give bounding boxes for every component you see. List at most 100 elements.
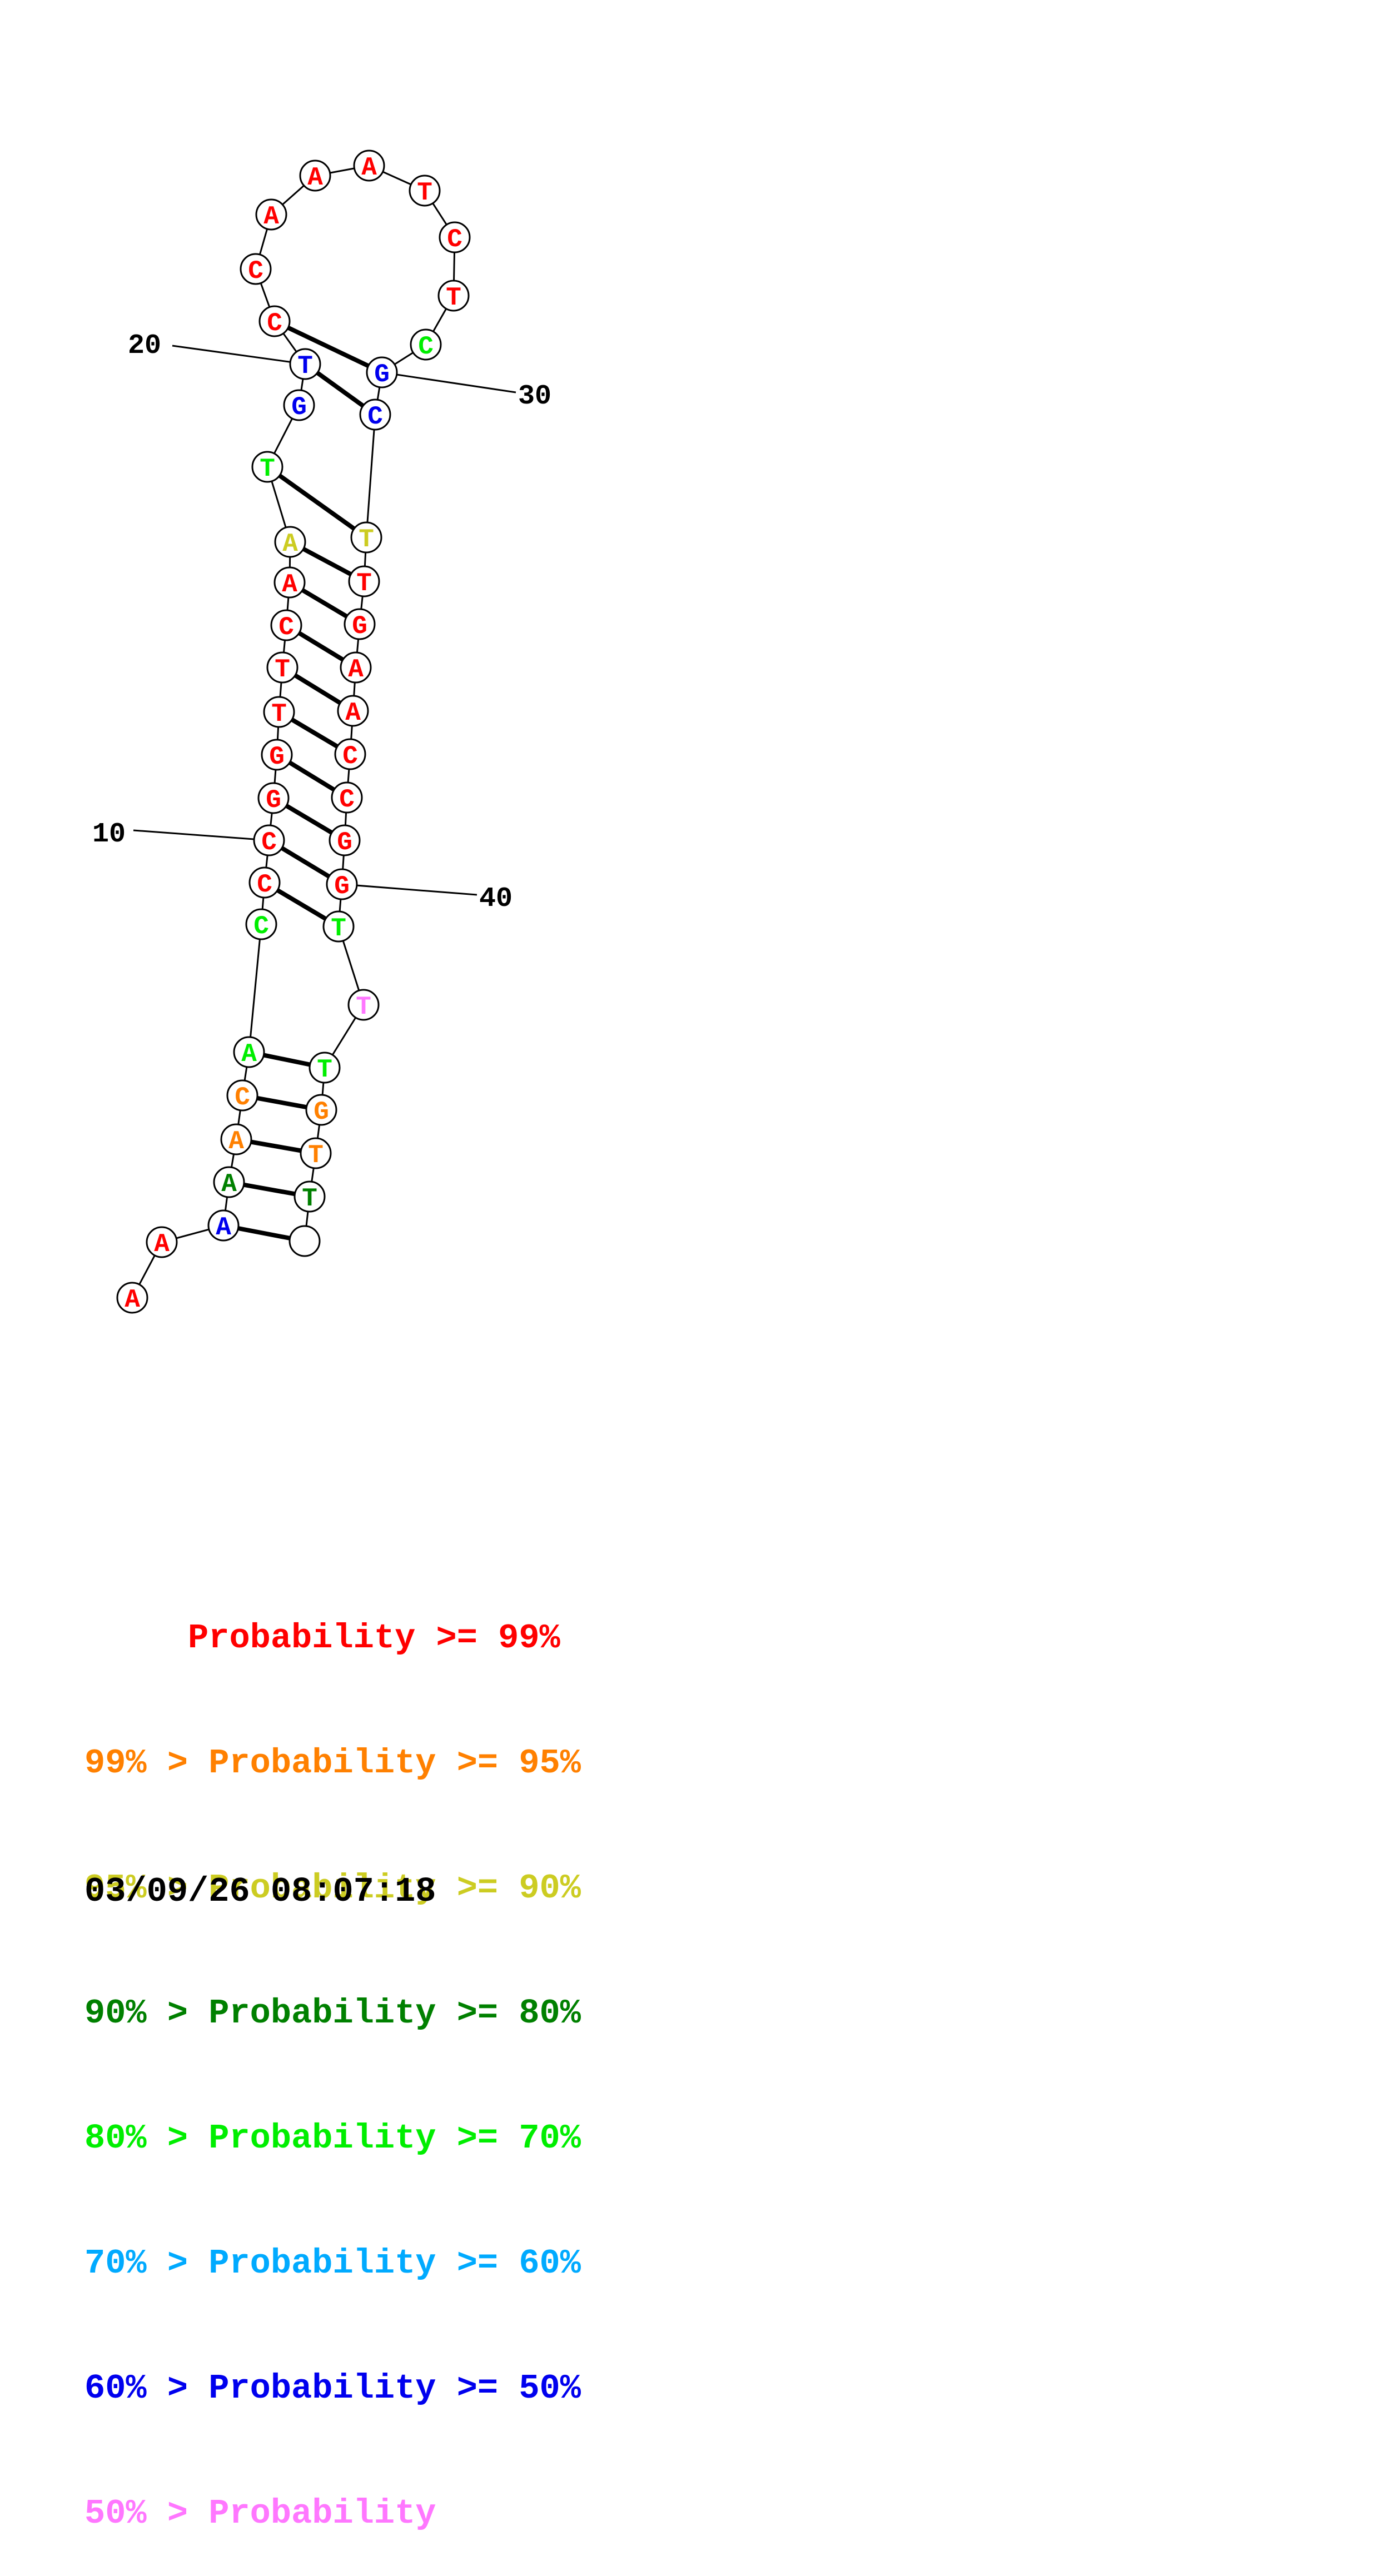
nucleotide-circle [309, 1052, 341, 1084]
position-label: 40 [479, 883, 513, 915]
legend-entry: 99% > Probability >= 95% [84, 1743, 581, 1783]
nucleotide: C [248, 866, 281, 899]
nucleotide-letter: T [417, 178, 432, 207]
nucleotide-circle [266, 651, 299, 684]
nucleotide-letter: C [261, 828, 277, 857]
nucleotide-letter: C [235, 1083, 250, 1112]
nucleotide-letter: A [154, 1230, 170, 1259]
nucleotide-circle [274, 526, 306, 558]
nucleotide: C [258, 305, 291, 338]
nucleotide: T [437, 280, 470, 312]
nucleotide-letter: A [307, 163, 323, 192]
base-pair-line [266, 465, 368, 540]
nucleotide: C [331, 781, 363, 814]
nucleotide-circle [344, 608, 376, 640]
nucleotide-letter: A [361, 153, 377, 182]
nucleotide-letter: T [317, 1055, 332, 1084]
nucleotide-circle [146, 1226, 178, 1258]
nucleotide-letter: T [446, 283, 461, 312]
nucleotide-circle [261, 739, 293, 771]
nucleotide-letter: C [278, 613, 294, 642]
nucleotide-circle [283, 389, 315, 421]
nucleotide-circle [305, 1094, 337, 1126]
nucleotide-circle [273, 566, 306, 599]
nucleotide-letter: G [374, 360, 390, 389]
nucleotide-circle [293, 1180, 326, 1213]
position-label: 20 [128, 330, 161, 362]
nucleotide-letter: T [356, 993, 371, 1022]
nucleotide-letter: C [447, 225, 462, 254]
position-label: 30 [518, 381, 551, 412]
position-labels: 10 20 30 40 [92, 330, 551, 915]
nucleotide-letter: C [339, 785, 355, 814]
nucleotide: T [263, 696, 295, 729]
nucleotide-circle [226, 1079, 258, 1112]
nucleotide-circle [350, 521, 382, 554]
nucleotide-circle [116, 1282, 148, 1314]
backbone-segment [248, 924, 262, 1053]
nucleotide: A [340, 651, 372, 684]
nucleotide: A [353, 150, 385, 182]
nucleotide: T [266, 651, 299, 684]
nucleotide-circle [359, 398, 391, 431]
base-pair-line [273, 319, 383, 375]
position-label-line [172, 345, 306, 365]
nucleotide: T [289, 348, 321, 381]
legend-entry: 50% > Probability [84, 2494, 436, 2533]
nucleotide-circle [366, 356, 398, 388]
nucleotide-circle [255, 198, 287, 231]
nucleotide-letter: C [267, 309, 282, 338]
nucleotide: G [366, 356, 398, 389]
nucleotide: T [347, 989, 380, 1022]
legend-entry: Probability >= 99% [84, 1618, 560, 1658]
nucleotide-letter: T [297, 352, 313, 381]
nucleotide: T [409, 175, 441, 207]
nucleotide-circle [340, 651, 372, 684]
nucleotide-letter: A [282, 570, 297, 599]
nucleotide-circle [245, 908, 277, 940]
nucleotide: T [322, 910, 355, 943]
nucleotide-letter: A [221, 1170, 237, 1199]
nucleotide-circle [240, 253, 272, 285]
nucleotide-letter: T [271, 700, 287, 729]
nucleotide: T [251, 451, 283, 484]
timestamp: 03/09/26 08:07:18 [84, 1872, 436, 1911]
nucleotide: C [245, 908, 277, 941]
nucleotide-letter: A [282, 530, 298, 559]
nucleotide-circle [322, 910, 355, 943]
nucleotide-letter: C [342, 742, 358, 771]
nucleotide-circle [263, 696, 295, 728]
nucleotide: A [213, 1166, 245, 1199]
nucleotide-letter: A [345, 699, 361, 728]
nucleotide-letter: A [216, 1213, 231, 1242]
nucleotide: C [410, 328, 442, 361]
position-label-line [341, 883, 477, 896]
position-label-line [381, 371, 516, 393]
nucleotide-circle [337, 695, 369, 727]
nucleotide: G [305, 1094, 337, 1127]
nucleotide: G [257, 782, 290, 815]
nucleotide-letter: G [266, 786, 281, 815]
nucleotide-letter: G [337, 828, 352, 857]
position-label-line [133, 829, 270, 841]
nucleotide: G [261, 739, 293, 771]
nucleotide: A [255, 198, 287, 231]
nucleotide-letter: G [291, 393, 307, 422]
nucleotide: A [233, 1036, 265, 1069]
nucleotide-letter: G [269, 743, 285, 771]
nucleotide: T [350, 521, 382, 554]
nucleotide: C [439, 221, 471, 254]
nucleotide-circle [253, 824, 285, 856]
nucleotide-circle [439, 221, 471, 253]
nucleotide: C [270, 609, 302, 642]
nucleotide-letter: G [334, 872, 350, 901]
nucleotide: A [299, 160, 331, 192]
nucleotide-letter: G [314, 1098, 329, 1127]
nucleotide: G [326, 868, 358, 901]
nucleotide-letter: T [359, 525, 374, 554]
nucleotide-letter: G [352, 612, 367, 641]
nucleotide-circle [220, 1123, 252, 1155]
nucleotide-letter: C [257, 870, 272, 899]
nucleotide-letter: A [125, 1285, 140, 1314]
